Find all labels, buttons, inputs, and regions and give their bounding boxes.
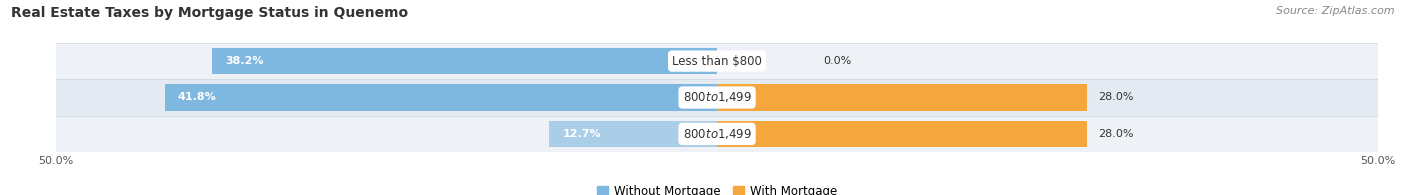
Text: 38.2%: 38.2% bbox=[225, 56, 264, 66]
Bar bbox=[56, 79, 1378, 116]
Text: 28.0%: 28.0% bbox=[1098, 129, 1133, 139]
Bar bbox=[56, 116, 1378, 152]
Text: 0.0%: 0.0% bbox=[823, 56, 851, 66]
Bar bbox=[717, 84, 1087, 111]
Text: 12.7%: 12.7% bbox=[562, 129, 600, 139]
Bar bbox=[165, 84, 717, 111]
Text: Less than $800: Less than $800 bbox=[672, 55, 762, 68]
Text: Source: ZipAtlas.com: Source: ZipAtlas.com bbox=[1277, 6, 1395, 16]
Bar bbox=[56, 43, 1378, 79]
Text: $800 to $1,499: $800 to $1,499 bbox=[682, 127, 752, 141]
Text: 41.8%: 41.8% bbox=[177, 92, 217, 103]
Legend: Without Mortgage, With Mortgage: Without Mortgage, With Mortgage bbox=[592, 181, 842, 195]
Text: Real Estate Taxes by Mortgage Status in Quenemo: Real Estate Taxes by Mortgage Status in … bbox=[11, 6, 408, 20]
Text: $800 to $1,499: $800 to $1,499 bbox=[682, 90, 752, 105]
Bar bbox=[717, 121, 1087, 147]
Bar bbox=[212, 48, 717, 74]
Bar bbox=[550, 121, 717, 147]
Text: 28.0%: 28.0% bbox=[1098, 92, 1133, 103]
